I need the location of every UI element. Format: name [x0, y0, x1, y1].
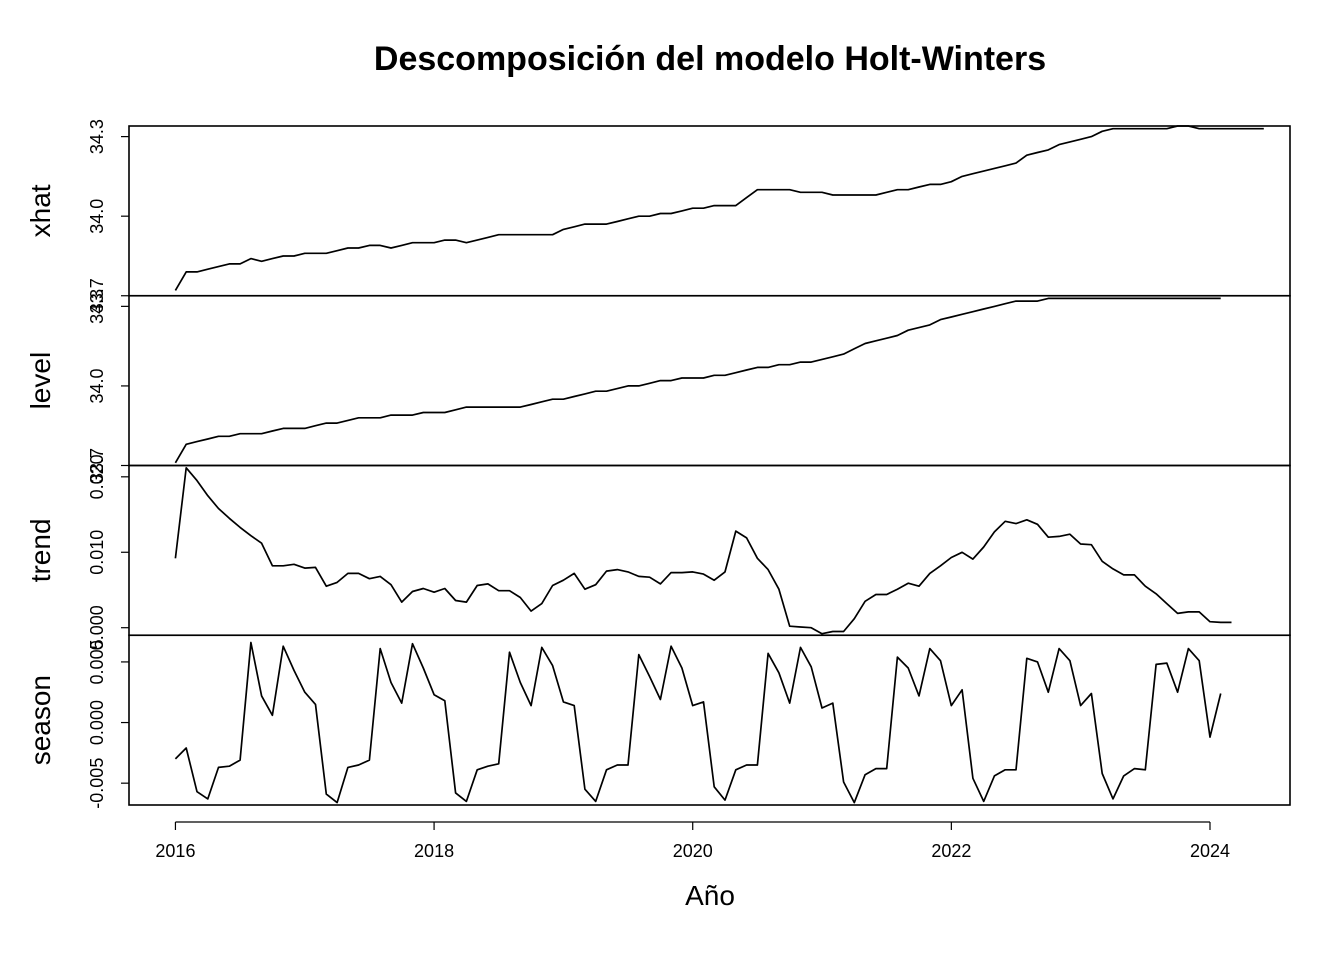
- panel-label-trend: trend: [25, 518, 56, 582]
- y-tick-label: 0.005: [87, 639, 107, 684]
- y-tick-label: 0.000: [87, 700, 107, 745]
- series-line-trend: [174, 466, 1232, 635]
- x-axis: 2016 2018 2020 2022 2024: [155, 821, 1230, 861]
- y-tick-label: 0.010: [87, 530, 107, 575]
- series-line-season: [174, 641, 1222, 804]
- y-tick-label: 34.0: [87, 368, 107, 403]
- y-tick-label: 33.7: [87, 448, 107, 483]
- y-tick-label: 34.0: [87, 199, 107, 234]
- panel-frame: [128, 125, 1291, 297]
- panel-frame: [128, 634, 1291, 806]
- series-line-level: [174, 297, 1221, 464]
- panels-layer: 33.734.034.3xhat33.734.034.3level0.0000.…: [25, 119, 1291, 809]
- panel-label-level: level: [25, 352, 56, 410]
- chart-title: Descomposición del modelo Holt-Winters: [374, 40, 1046, 78]
- panel-level: 33.7 34.0 34.3 level: [25, 289, 1291, 483]
- y-tick-label: 34.3: [87, 289, 107, 324]
- y-tick-label: 34.3: [87, 119, 107, 154]
- x-tick-label: 2024: [1190, 841, 1230, 861]
- x-tick-label: 2022: [931, 841, 971, 861]
- panel-frame: [128, 464, 1291, 637]
- y-tick-label: 33.7: [87, 278, 107, 313]
- series-line-xhat: [174, 125, 1264, 291]
- panel-label-season: season: [25, 675, 56, 765]
- panel-trend: 0.000 0.010 0.020 trend: [25, 454, 1291, 650]
- y-tick-label: -0.005: [87, 758, 107, 809]
- x-tick-label: 2018: [414, 841, 454, 861]
- x-tick-label: 2016: [155, 841, 195, 861]
- panel-frame: [128, 294, 1291, 467]
- x-tick-label: 2020: [673, 841, 713, 861]
- y-tick-label: 0.000: [87, 605, 107, 650]
- y-tick-label: 0.020: [87, 454, 107, 499]
- panel-season: -0.005 0.000 0.005 season: [25, 634, 1291, 809]
- x-axis-label: Año: [685, 880, 735, 911]
- panel-label-xhat: xhat: [25, 184, 56, 237]
- panel-xhat: 33.7 34.0 34.3 xhat: [25, 119, 1291, 313]
